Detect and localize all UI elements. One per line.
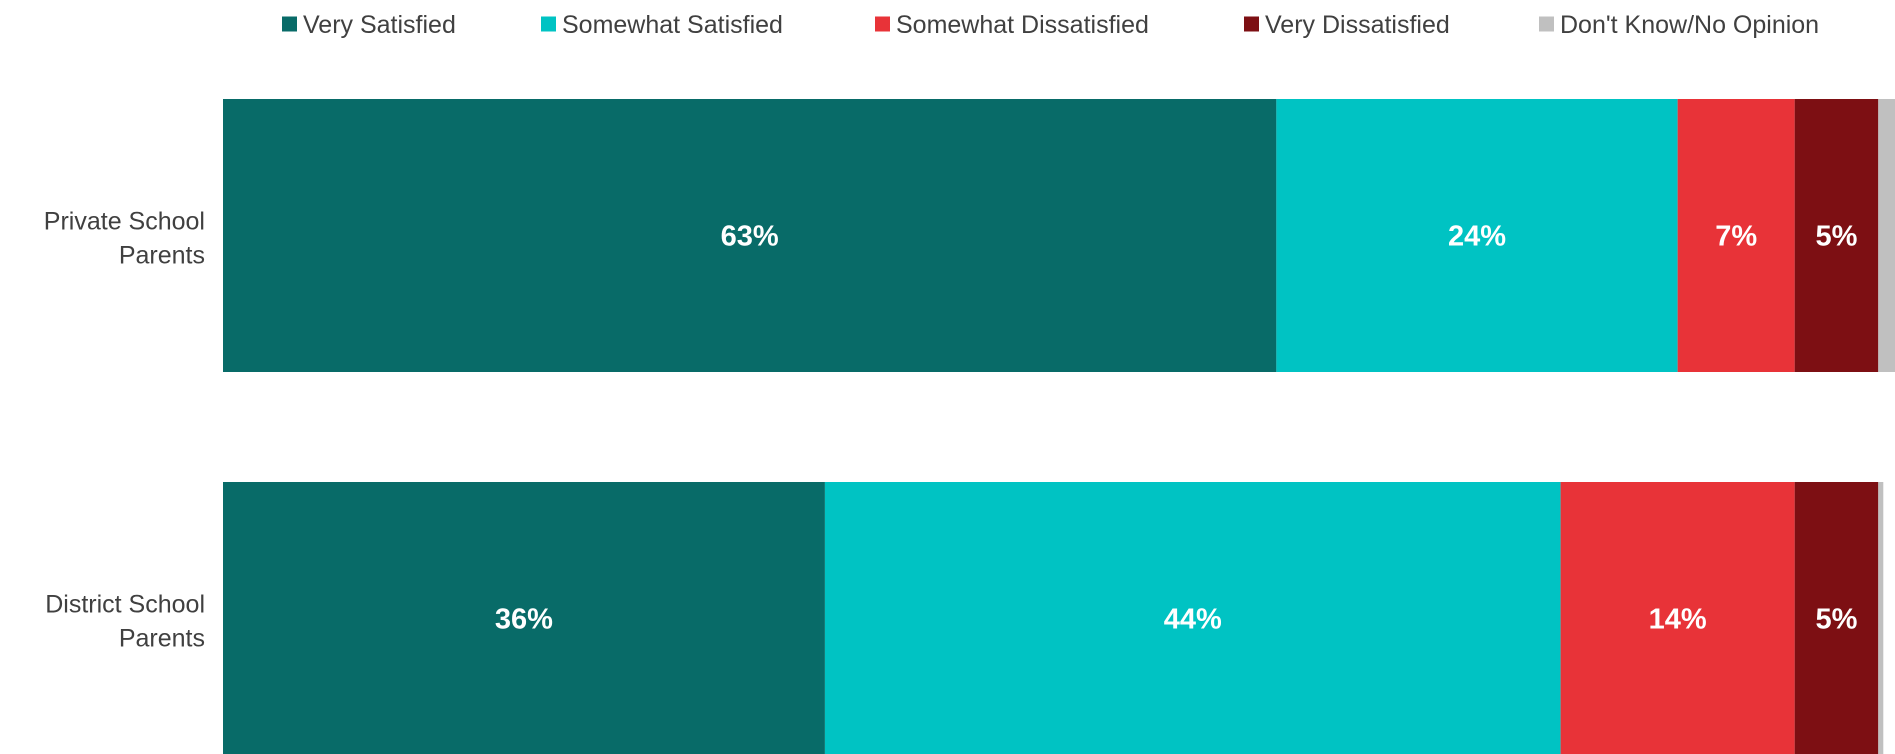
bar-segment-somewhat-dissatisfied-1 [1560, 482, 1795, 754]
bar-segment-very-satisfied-0 [223, 99, 1277, 372]
legend: Very Satisfied Somewhat Satisfied Somewhat… [282, 11, 1819, 39]
data-label-somewhat-dissatisfied-1: 14% [1649, 604, 1707, 636]
data-label-very-satisfied-0: 63% [721, 221, 779, 253]
data-labels: 63% 24% 7% 5% 36% 44% 14% 5% [495, 221, 1858, 636]
category-label-line: District School [45, 591, 205, 619]
bar-segment-very-satisfied-1 [223, 482, 825, 754]
category-label-line: Parents [119, 242, 205, 270]
bar-segment-somewhat-satisfied-0 [1276, 99, 1678, 372]
data-label-very-satisfied-1: 36% [495, 604, 553, 636]
category-label-0: Private School Parents [44, 208, 205, 270]
bar-segment-somewhat-dissatisfied-0 [1677, 99, 1795, 372]
data-label-very-dissatisfied-0: 5% [1816, 221, 1858, 253]
legend-label-very-dissatisfied: Very Dissatisfied [1265, 11, 1450, 39]
legend-label-don-t-know-no-opinion: Don't Know/No Opinion [1560, 11, 1819, 39]
data-label-somewhat-satisfied-1: 44% [1164, 604, 1222, 636]
bars [223, 99, 1895, 754]
legend-swatch-very-dissatisfied [1244, 16, 1259, 32]
category-label-line: Private School [44, 208, 205, 236]
bar-segment-very-dissatisfied-1 [1794, 482, 1879, 754]
category-label-line: Parents [119, 625, 205, 653]
legend-swatch-very-satisfied [282, 16, 297, 32]
data-label-very-dissatisfied-1: 5% [1816, 604, 1858, 636]
bar-segment-very-dissatisfied-0 [1794, 99, 1879, 372]
bar-segment-somewhat-satisfied-1 [824, 482, 1561, 754]
category-axis: Private School Parents District School Pare… [44, 208, 205, 653]
legend-label-very-satisfied: Very Satisfied [303, 11, 456, 39]
bar-segment-don-t-know-no-opinion-0 [1878, 99, 1895, 372]
category-label-1: District School Parents [45, 591, 205, 653]
legend-swatch-don-t-know-no-opinion [1539, 16, 1554, 32]
data-label-somewhat-dissatisfied-0: 7% [1715, 221, 1757, 253]
data-label-somewhat-satisfied-0: 24% [1448, 221, 1506, 253]
legend-label-somewhat-dissatisfied: Somewhat Dissatisfied [896, 11, 1149, 39]
legend-swatch-somewhat-dissatisfied [875, 16, 890, 32]
legend-label-somewhat-satisfied: Somewhat Satisfied [562, 11, 783, 39]
legend-swatch-somewhat-satisfied [541, 16, 556, 32]
bar-segment-don-t-know-no-opinion-1 [1878, 482, 1884, 754]
